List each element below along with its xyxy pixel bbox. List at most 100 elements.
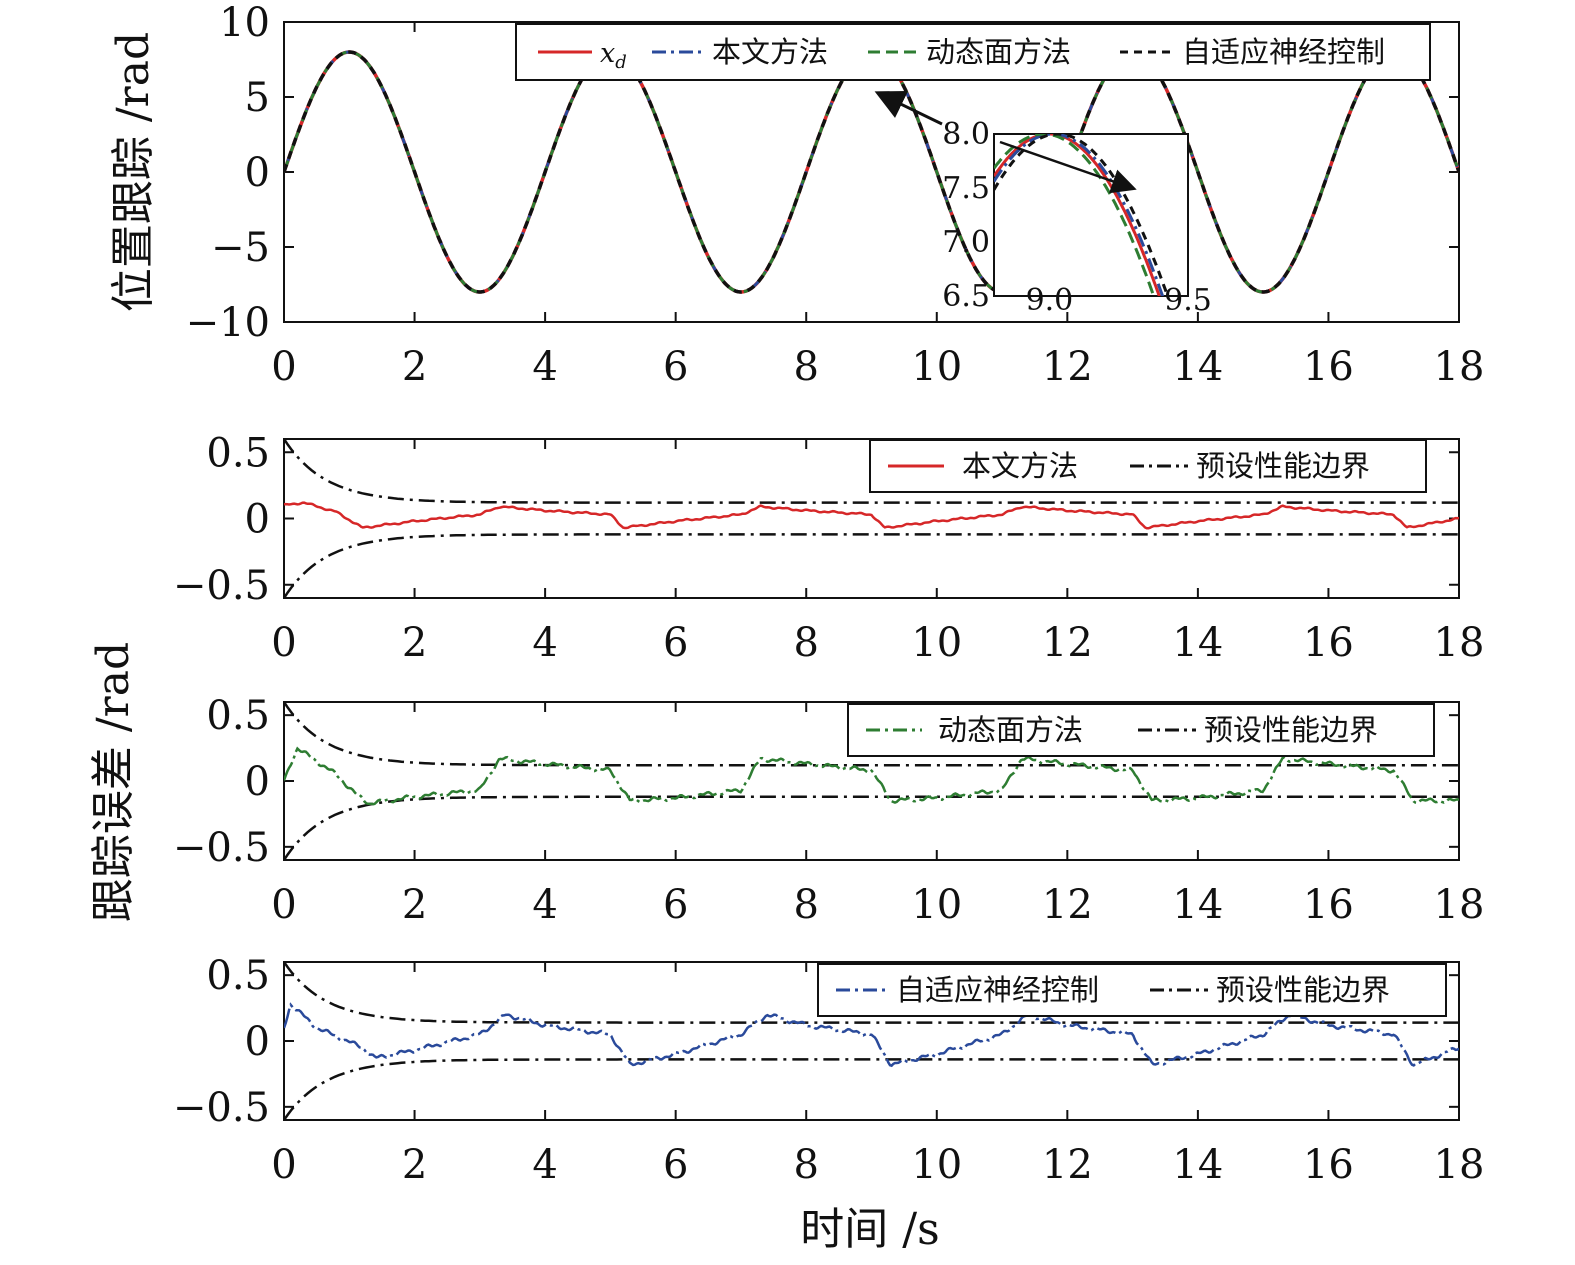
xlabel-time: 时间 /s xyxy=(800,1204,939,1255)
x-tick-label: 18 xyxy=(1434,1142,1485,1188)
error-anc-legend: 自适应神经控制 预设性能边界 xyxy=(817,963,1447,1017)
y-tick-label: −0.5 xyxy=(173,1085,270,1131)
inset-y-tick-label: 8.0 xyxy=(942,117,990,152)
position-panel: 0 2 4 6 8 10 12 14 16 18 10 5 0 −5 −10 xd 本文方法 动态面方法 自… xyxy=(186,0,1485,390)
inset-y-tick-label: 6.5 xyxy=(942,279,990,314)
inset-frame xyxy=(993,133,1189,297)
x-tick-label: 4 xyxy=(532,344,557,390)
x-tick-label: 6 xyxy=(663,1142,688,1188)
x-tick-label: 4 xyxy=(532,620,557,666)
error-anc-ticks: 0 2 4 6 8 10 12 14 16 180.50−0.5 xyxy=(173,953,1485,1188)
x-tick-label: 18 xyxy=(1434,620,1485,666)
error-anc-legend-box xyxy=(817,963,1447,1017)
legend-bound-label-1: 预设性能边界 xyxy=(1196,449,1370,483)
error-dsc-series xyxy=(284,702,1459,860)
x-tick-label: 0 xyxy=(271,1142,296,1188)
x-tick-label: 2 xyxy=(402,344,427,390)
error-proposed-panel: 0 2 4 6 8 10 12 14 16 180.50−0.5 本文方法 预设性能边界 xyxy=(173,430,1485,666)
x-tick-label: 6 xyxy=(663,344,688,390)
x-tick-label: 8 xyxy=(793,344,818,390)
x-tick-label: 6 xyxy=(663,882,688,928)
y-tick-label: 0.5 xyxy=(206,693,270,739)
x-tick-label: 14 xyxy=(1172,882,1223,928)
zoom-inset: 9.0 9.5 8.0 7.5 7.0 6.5 xyxy=(942,117,1212,318)
x-tick-label: 12 xyxy=(1042,344,1093,390)
error-trajectory xyxy=(284,1002,1459,1068)
x-tick-label: 16 xyxy=(1303,620,1354,666)
error-dsc-panel: 0 2 4 6 8 10 12 14 16 180.50−0.5 动态面方法 预设性能边界 xyxy=(173,693,1485,928)
x-tick-label: 2 xyxy=(402,1142,427,1188)
inset-y-tick-label: 7.0 xyxy=(942,225,990,260)
error-proposed-legend-box xyxy=(869,439,1427,493)
y-tick-label: −10 xyxy=(186,300,270,346)
inset-series xyxy=(994,134,1170,296)
x-tick-label: 8 xyxy=(793,882,818,928)
x-tick-label: 0 xyxy=(271,620,296,666)
x-tick-label: 8 xyxy=(793,1142,818,1188)
x-tick-label: 8 xyxy=(793,620,818,666)
x-tick-label: 10 xyxy=(911,1142,962,1188)
y-tick-label: 10 xyxy=(219,0,270,46)
x-tick-label: 14 xyxy=(1172,620,1223,666)
position-ticks: 0 2 4 6 8 10 12 14 16 18 10 5 0 −5 −10 xyxy=(186,0,1485,390)
bound-lower xyxy=(284,1058,1459,1120)
x-tick-label: 12 xyxy=(1042,620,1093,666)
error-dsc-legend: 动态面方法 预设性能边界 xyxy=(847,703,1435,757)
inset-series-line-2 xyxy=(994,134,1156,296)
legend-anc-label: 自适应神经控制 xyxy=(1182,35,1385,69)
y-tick-label: 0.5 xyxy=(206,953,270,999)
x-tick-label: 14 xyxy=(1172,1142,1223,1188)
x-tick-label: 16 xyxy=(1303,882,1354,928)
series-line-2 xyxy=(284,50,1459,294)
legend-proposed-label: 本文方法 xyxy=(712,35,828,69)
y-tick-label: 0 xyxy=(245,1019,270,1065)
zoom-arrow xyxy=(874,90,943,126)
x-tick-label: 14 xyxy=(1172,344,1223,390)
position-legend: xd 本文方法 动态面方法 自适应神经控制 xyxy=(515,23,1431,81)
position-legend-box xyxy=(515,23,1431,81)
series-line-3 xyxy=(284,50,1459,294)
position-series xyxy=(284,50,1459,294)
inset-arrow xyxy=(999,140,1137,194)
error-proposed-ticks: 0 2 4 6 8 10 12 14 16 180.50−0.5 xyxy=(173,430,1485,666)
x-tick-label: 4 xyxy=(532,1142,557,1188)
inset-series-line-0 xyxy=(994,134,1161,296)
y-tick-label: −0.5 xyxy=(173,563,270,609)
legend-anc-error-label: 自适应神经控制 xyxy=(896,973,1099,1007)
series-line-1 xyxy=(284,50,1459,294)
series-line-0 xyxy=(284,50,1459,294)
inset-y-tick-label: 7.5 xyxy=(942,171,990,206)
x-tick-label: 2 xyxy=(402,882,427,928)
inset-series-line-1 xyxy=(994,134,1165,296)
y-tick-label: 5 xyxy=(245,75,270,121)
x-tick-label: 16 xyxy=(1303,1142,1354,1188)
error-proposed-legend: 本文方法 预设性能边界 xyxy=(869,439,1427,493)
x-tick-label: 2 xyxy=(402,620,427,666)
y-tick-label: 0 xyxy=(245,497,270,543)
y-tick-label: 0 xyxy=(245,759,270,805)
x-tick-label: 10 xyxy=(911,344,962,390)
error-dsc-ticks: 0 2 4 6 8 10 12 14 16 180.50−0.5 xyxy=(173,693,1485,928)
ylabel-position: 位置跟踪 /rad xyxy=(108,32,159,312)
bound-upper xyxy=(284,439,1459,504)
legend-dsc-error-label: 动态面方法 xyxy=(938,713,1083,747)
error-proposed-series xyxy=(284,439,1459,598)
inset-series-line-3 xyxy=(994,134,1170,296)
ylabel-error: 跟踪误差 /rad xyxy=(88,642,139,922)
legend-bound-label-3: 预设性能边界 xyxy=(1216,973,1390,1007)
bound-upper xyxy=(284,702,1459,767)
x-tick-label: 10 xyxy=(911,882,962,928)
x-tick-label: 10 xyxy=(911,620,962,666)
x-tick-label: 18 xyxy=(1434,344,1485,390)
y-tick-label: 0.5 xyxy=(206,430,270,476)
error-anc-series xyxy=(284,962,1459,1120)
error-trajectory xyxy=(284,501,1459,530)
y-tick-label: −0.5 xyxy=(173,825,270,871)
x-tick-label: 0 xyxy=(271,882,296,928)
x-tick-label: 6 xyxy=(663,620,688,666)
legend-xd-label: xd xyxy=(600,38,627,73)
x-tick-label: 0 xyxy=(271,344,296,390)
x-tick-label: 18 xyxy=(1434,882,1485,928)
legend-dsc-label: 动态面方法 xyxy=(926,35,1071,69)
